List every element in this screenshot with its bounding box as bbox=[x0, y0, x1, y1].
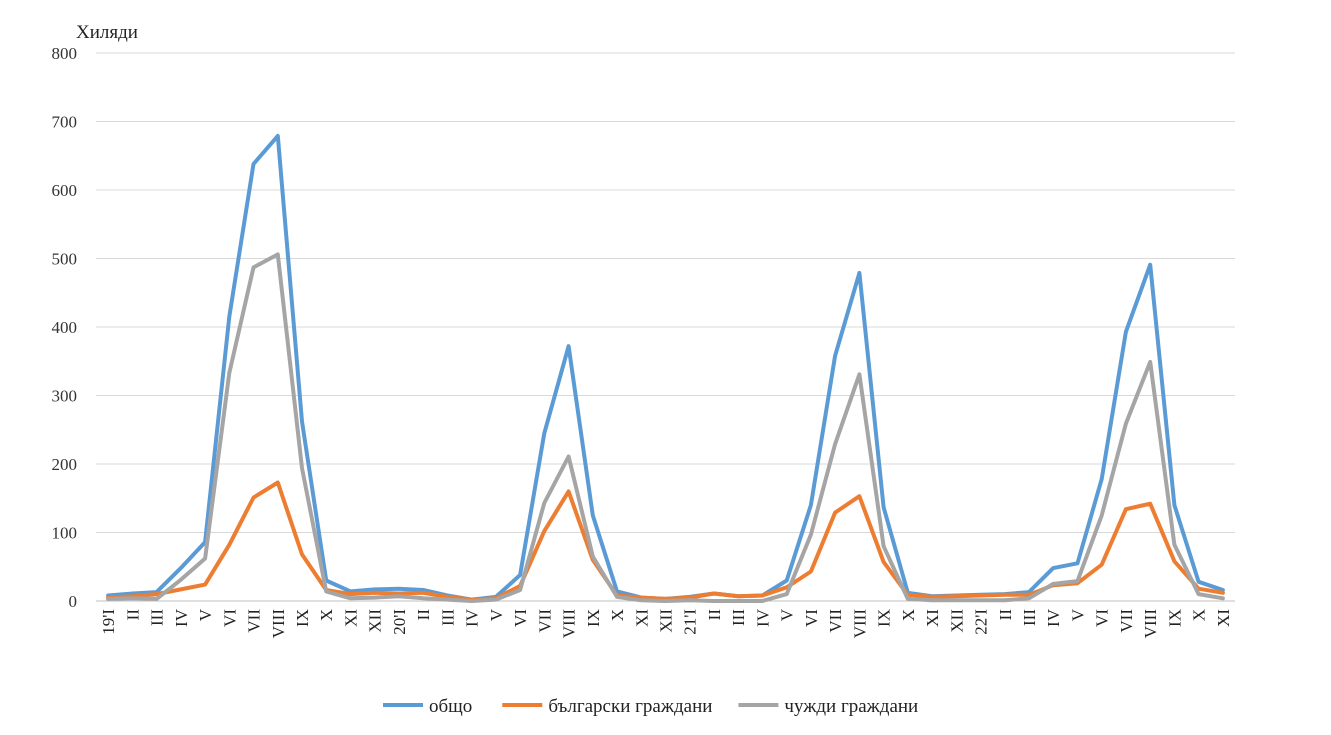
x-tick-label: III bbox=[148, 609, 167, 626]
x-tick-label: IX bbox=[1165, 609, 1184, 627]
y-tick-label: 200 bbox=[52, 455, 78, 474]
x-tick-label: X bbox=[899, 609, 918, 621]
x-tick-label: IV bbox=[463, 608, 482, 627]
x-tick-label: 22'I bbox=[972, 609, 991, 635]
x-tick-label: V bbox=[196, 608, 215, 621]
x-tick-label: IX bbox=[293, 609, 312, 627]
y-tick-label: 700 bbox=[52, 113, 78, 132]
x-tick-label: V bbox=[1068, 608, 1087, 621]
x-tick-label: V bbox=[487, 608, 506, 621]
y-tick-label: 600 bbox=[52, 181, 78, 200]
x-tick-label: XII bbox=[657, 609, 676, 633]
x-tick-label: XI bbox=[632, 609, 651, 627]
x-tick-label: 21'I bbox=[681, 609, 700, 635]
y-tick-label: 300 bbox=[52, 387, 78, 406]
x-tick-label: III bbox=[438, 609, 457, 626]
x-tick-label: XII bbox=[947, 609, 966, 633]
x-tick-label: VI bbox=[220, 609, 239, 627]
y-tick-label: 500 bbox=[52, 250, 78, 269]
x-tick-label: XI bbox=[923, 609, 942, 627]
x-tick-label: VII bbox=[535, 609, 554, 633]
y-tick-label: 800 bbox=[52, 44, 78, 63]
series-lines bbox=[106, 133, 1225, 603]
y-tick-label: 100 bbox=[52, 524, 78, 543]
x-tick-label: II bbox=[705, 609, 724, 621]
series-line-1 bbox=[106, 133, 1225, 602]
legend-label: български граждани bbox=[548, 696, 712, 717]
x-tick-label: 19'I bbox=[99, 609, 118, 635]
y-tick-label: 400 bbox=[52, 318, 78, 337]
y-axis-unit-label: Хиляди bbox=[76, 22, 138, 43]
x-tick-label: XI bbox=[341, 609, 360, 627]
x-tick-label: IV bbox=[753, 608, 772, 627]
x-tick-label: II bbox=[996, 609, 1015, 621]
x-tick-label: VI bbox=[1093, 609, 1112, 627]
y-axis-ticks: 0 100 200 300 400 500 600 700 800 bbox=[52, 44, 78, 611]
x-tick-label: VI bbox=[802, 609, 821, 627]
x-tick-label: VIII bbox=[850, 609, 869, 639]
x-tick-label: IV bbox=[172, 608, 191, 627]
x-tick-label: VI bbox=[511, 609, 530, 627]
x-tick-label: X bbox=[317, 609, 336, 621]
x-axis-ticks: 19'I II III IV V VI VII VIII IX X XI XII 20'I II III IV… bbox=[99, 608, 1233, 638]
x-tick-label: VII bbox=[1117, 609, 1136, 633]
legend: общо български граждани чужди граждани bbox=[383, 696, 918, 717]
series-line-3 bbox=[106, 252, 1225, 603]
x-tick-label: IX bbox=[584, 609, 603, 627]
x-tick-label: III bbox=[1020, 609, 1039, 626]
x-tick-label: VIII bbox=[1141, 609, 1160, 639]
x-tick-label: V bbox=[778, 608, 797, 621]
x-tick-label: IV bbox=[1044, 608, 1063, 627]
x-tick-label: VII bbox=[826, 609, 845, 633]
x-tick-label: IX bbox=[875, 609, 894, 627]
gridlines bbox=[96, 52, 1235, 602]
x-tick-label: VII bbox=[245, 609, 264, 633]
x-tick-label: XII bbox=[366, 609, 385, 633]
x-tick-label: II bbox=[123, 609, 142, 621]
x-tick-label: X bbox=[608, 609, 627, 621]
x-tick-label: XI bbox=[1214, 609, 1233, 627]
x-tick-label: X bbox=[1190, 609, 1209, 621]
x-tick-label: II bbox=[414, 609, 433, 621]
legend-label: общо bbox=[429, 696, 472, 717]
x-tick-label: VIII bbox=[560, 609, 579, 639]
y-tick-label: 0 bbox=[69, 592, 78, 611]
legend-label: чужди граждани bbox=[784, 696, 918, 717]
x-tick-label: 20'I bbox=[390, 609, 409, 635]
x-tick-label: VIII bbox=[269, 609, 288, 639]
x-tick-label: III bbox=[729, 609, 748, 626]
